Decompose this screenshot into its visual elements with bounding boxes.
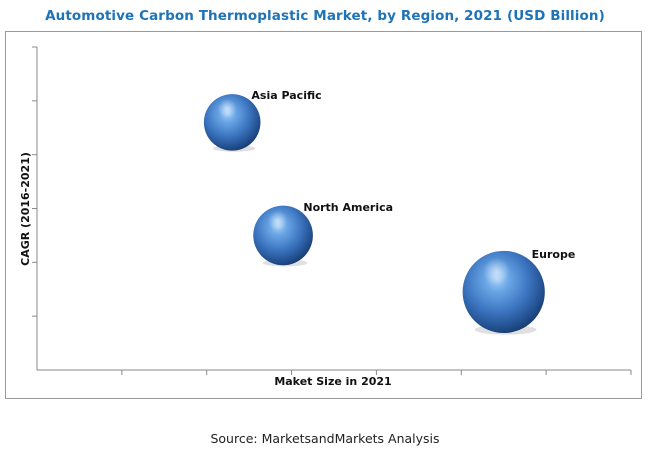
bubble-series bbox=[203, 94, 545, 335]
bubble-label-europe: Europe bbox=[532, 248, 576, 261]
bubble-asia-pacific bbox=[203, 94, 261, 152]
y-axis-ticks bbox=[32, 46, 37, 317]
chart-title: Automotive Carbon Thermoplastic Market, … bbox=[45, 8, 605, 24]
source-note: Source: MarketsandMarkets Analysis bbox=[210, 431, 440, 446]
bubble-label-asia-pacific: Asia Pacific bbox=[251, 89, 321, 102]
bubble-labels: Asia Pacific North America Europe bbox=[251, 89, 575, 261]
chart-frame bbox=[5, 31, 642, 399]
bubble-highlight-asia-pacific bbox=[213, 98, 245, 131]
bubble-highlight-north-america bbox=[263, 210, 296, 244]
bubble-europe bbox=[462, 250, 545, 335]
bubble-highlight-europe bbox=[476, 257, 522, 304]
bubble-north-america bbox=[253, 205, 313, 267]
bubble-label-north-america: North America bbox=[303, 201, 393, 214]
x-axis-label: Maket Size in 2021 bbox=[274, 375, 391, 388]
x-axis-ticks bbox=[121, 370, 632, 375]
y-axis-label: CAGR (2016-2021) bbox=[19, 152, 32, 266]
